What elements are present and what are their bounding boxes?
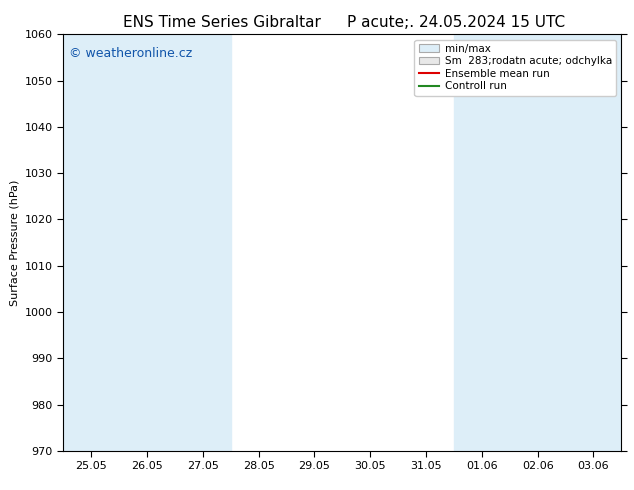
Bar	[454, 34, 621, 451]
Y-axis label: Surface Pressure (hPa): Surface Pressure (hPa)	[10, 179, 19, 306]
Bar	[63, 34, 231, 451]
Text: © weatheronline.cz: © weatheronline.cz	[69, 47, 192, 60]
Text: ENS Time Series Gibraltar: ENS Time Series Gibraltar	[123, 15, 321, 30]
Legend: min/max, Sm  283;rodatn acute; odchylka, Ensemble mean run, Controll run: min/max, Sm 283;rodatn acute; odchylka, …	[415, 40, 616, 96]
Text: P acute;. 24.05.2024 15 UTC: P acute;. 24.05.2024 15 UTC	[347, 15, 566, 30]
